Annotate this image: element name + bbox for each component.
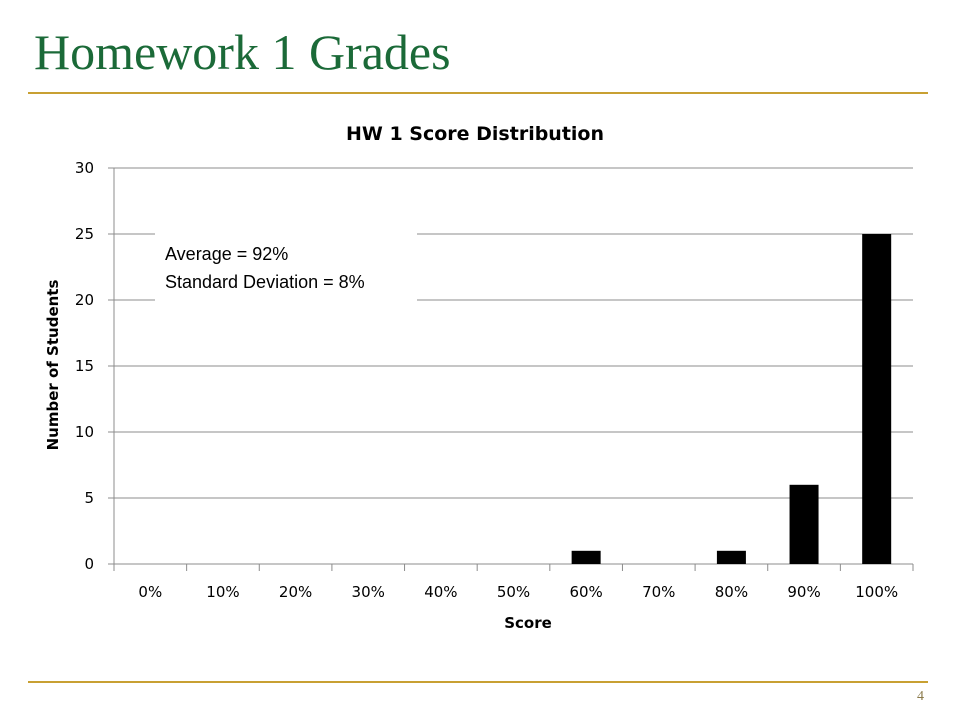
x-tick-label: 100% [855,583,898,601]
x-tick-label: 40% [424,583,457,601]
y-tick-labels: 0 5 10 15 20 25 30 [75,159,94,573]
bars [571,234,892,564]
x-tick-label: 60% [569,583,602,601]
annotation-average: Average = 92% [165,244,288,264]
x-tick-label: 20% [279,583,312,601]
annotation-std-dev: Standard Deviation = 8% [165,272,365,292]
bar-90pct [789,484,819,564]
x-tick-label: 80% [715,583,748,601]
y-tick-label: 25 [75,225,94,243]
x-tick-label: 50% [497,583,530,601]
score-distribution-chart: HW 1 Score Distribution 0 5 10 15 20 25 30 0% 1… [44,123,914,632]
bar-60pct [571,550,601,564]
footer-rule [28,681,928,683]
y-tick-label: 5 [84,489,94,507]
annotation-box [155,232,417,306]
y-axis-label: Number of Students [44,280,62,451]
x-tick-label: 10% [206,583,239,601]
y-tick-label: 0 [84,555,94,573]
y-tick-label: 30 [75,159,94,177]
bar-80pct [716,550,746,564]
x-tick-label: 70% [642,583,675,601]
x-tick-label: 0% [138,583,162,601]
y-tick-label: 15 [75,357,94,375]
page-number: 4 [917,689,924,704]
x-tick-label: 90% [787,583,820,601]
y-tick-label: 20 [75,291,94,309]
title-rule [28,92,928,94]
x-axis-label: Score [504,614,552,632]
y-tick-label: 10 [75,423,94,441]
bar-100pct [862,234,892,564]
slide-title: Homework 1 Grades [34,24,451,80]
x-tick-label: 30% [352,583,385,601]
chart-title: HW 1 Score Distribution [346,123,604,145]
x-tick-labels: 0% 10% 20% 30% 40% 50% 60% 70% 80% 90% 100% [138,583,898,601]
